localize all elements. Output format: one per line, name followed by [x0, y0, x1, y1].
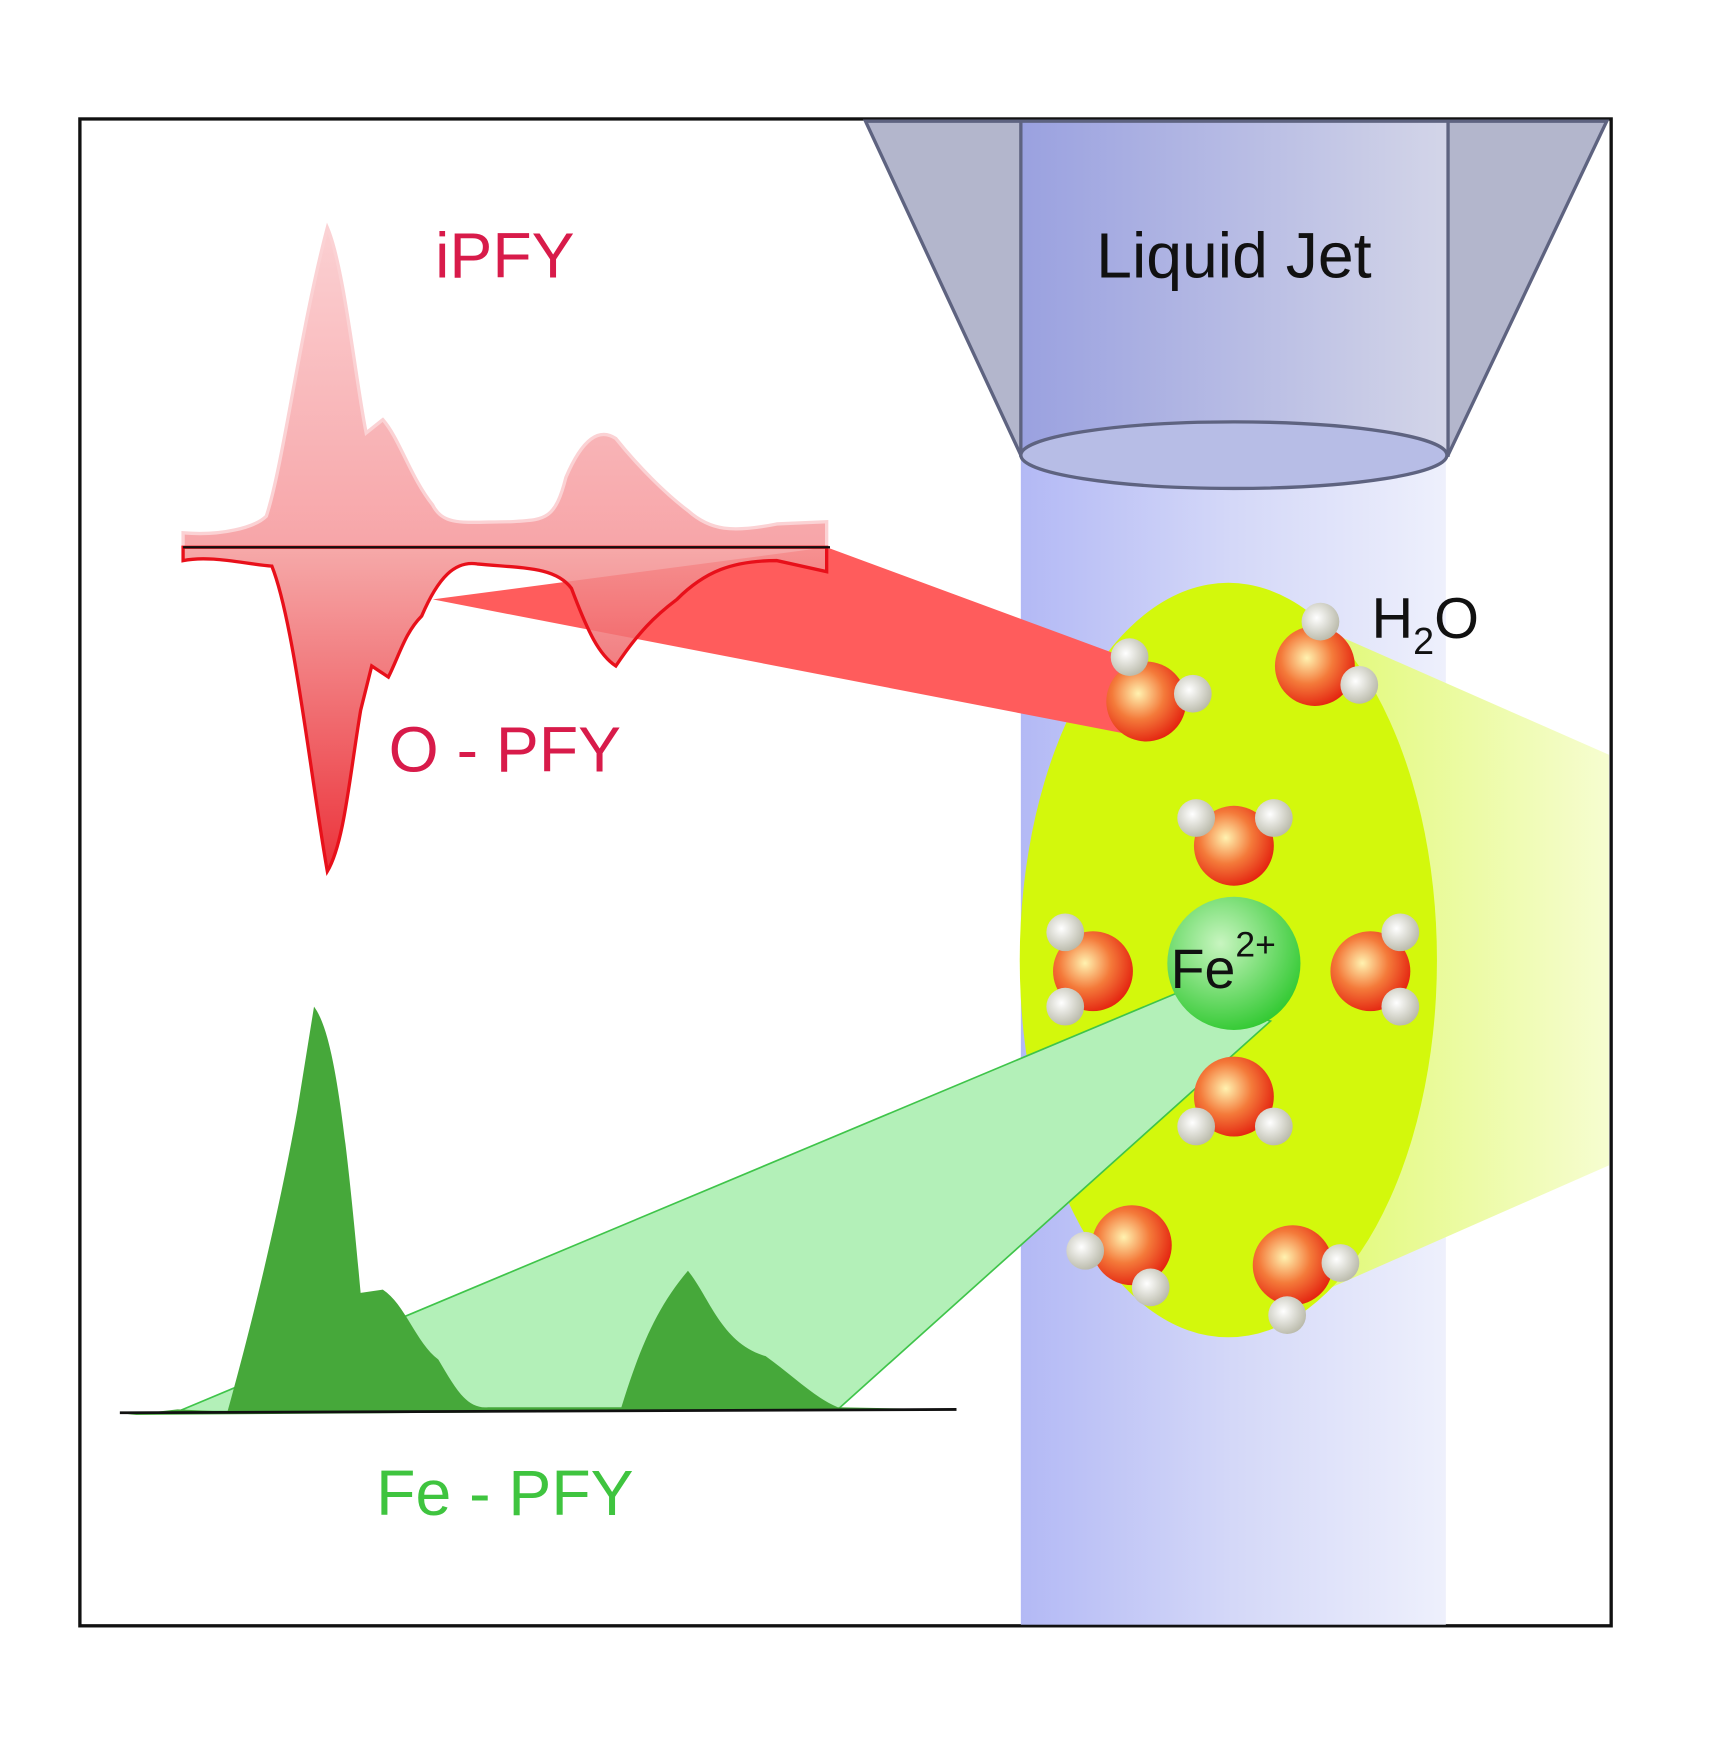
- water-h: H: [1371, 587, 1413, 651]
- hydrogen-atom: [1254, 1107, 1293, 1146]
- fe-pfy-spectrum: [127, 1006, 955, 1415]
- baseline: [119, 1408, 957, 1415]
- o-pfy-spectrum: [181, 545, 829, 876]
- hydrogen-atom: [1381, 913, 1420, 952]
- hydrogen-atom: [1046, 913, 1085, 952]
- oxygen-atom: [1193, 805, 1274, 886]
- ion-base: Fe: [1171, 938, 1236, 1000]
- hydrogen-atom: [1110, 638, 1149, 676]
- hydrogen-atom: [1177, 1107, 1216, 1146]
- ipfy-label: iPFY: [435, 220, 574, 292]
- hydrogen-atom: [1254, 799, 1293, 837]
- hydrogen-atom: [1321, 1244, 1360, 1282]
- iron-ion: [1167, 896, 1301, 1030]
- nozzle-core: [1019, 119, 1450, 457]
- hydrogen-atom: [1046, 987, 1085, 1026]
- o-pfy-label: O - PFY: [389, 713, 621, 785]
- water-sub: 2: [1413, 620, 1434, 662]
- water-molecules: [1046, 602, 1420, 1334]
- nozzle-opening: [1019, 420, 1449, 491]
- hydrogen-atom: [1381, 987, 1420, 1026]
- oxygen-atom: [1106, 661, 1187, 742]
- jet-label: Liquid Jet: [1096, 220, 1372, 292]
- ipfy-spectrum: [181, 222, 829, 549]
- ion-label: Fe2+: [1171, 925, 1276, 1000]
- oxygen-atom: [1252, 1225, 1333, 1306]
- water-o: O: [1434, 587, 1479, 651]
- water-label: H2O: [1371, 587, 1479, 662]
- fe-pfy-label: Fe - PFY: [376, 1457, 633, 1529]
- ion-charge: 2+: [1235, 925, 1275, 965]
- hydrogen-atom: [1173, 674, 1212, 713]
- hydrogen-atom: [1177, 799, 1216, 837]
- hydrogen-atom: [1131, 1268, 1170, 1307]
- hydrogen-atom: [1268, 1296, 1307, 1334]
- hydrogen-atom: [1340, 665, 1379, 704]
- hydrogen-atom: [1066, 1231, 1105, 1270]
- oxygen-atom: [1274, 626, 1355, 706]
- oxygen-atom: [1193, 1056, 1274, 1137]
- oxygen-atom: [1091, 1205, 1172, 1286]
- hydrogen-atom: [1301, 602, 1340, 641]
